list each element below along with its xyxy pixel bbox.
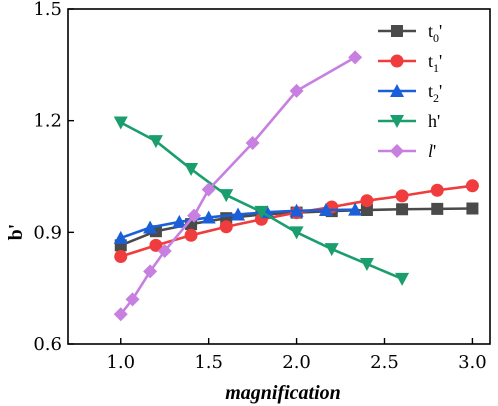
data-point: [289, 203, 304, 217]
legend: t0' t1' t2' h' l': [378, 21, 442, 161]
data-point: [360, 204, 373, 216]
legend-marker: [390, 84, 404, 97]
data-point: [231, 207, 246, 221]
legend-entry: t0': [378, 21, 442, 45]
data-point: [201, 210, 216, 224]
data-point: [143, 220, 158, 234]
legend-marker: [390, 115, 404, 128]
legend-marker: [390, 54, 404, 68]
data-point: [431, 202, 444, 215]
series-5: [113, 50, 363, 322]
plot-frame: [67, 8, 491, 345]
data-point: [219, 189, 234, 203]
data-point: [149, 238, 163, 252]
legend-label: h': [428, 111, 440, 131]
legend-label: t1': [428, 51, 442, 75]
series-line: [120, 184, 473, 258]
data-point: [254, 205, 269, 219]
data-point: [143, 264, 158, 279]
y-tick-label: 1.5: [33, 0, 62, 20]
data-point: [157, 243, 172, 258]
data-point: [289, 83, 304, 98]
data-point: [184, 163, 199, 177]
x-tick-label: 1.5: [194, 352, 223, 373]
series-4: [113, 116, 410, 286]
data-point: [359, 257, 374, 271]
data-point: [245, 136, 260, 150]
data-point: [219, 220, 233, 234]
axes-frame: [67, 8, 491, 345]
y-tick-label: 0.9: [33, 222, 62, 243]
data-point: [466, 202, 479, 215]
x-tick-label: 2.5: [370, 352, 399, 373]
data-point: [148, 135, 163, 149]
data-point: [289, 226, 304, 240]
legend-label: t0': [428, 21, 442, 45]
data-point: [430, 183, 444, 197]
y-tick-label: 1.2: [33, 111, 62, 132]
legend-marker: [390, 144, 404, 158]
series-layer: [113, 50, 479, 322]
legend-marker: [391, 25, 403, 37]
legend-entry: h': [378, 111, 440, 131]
data-point: [465, 179, 479, 193]
data-point: [318, 203, 333, 216]
data-point: [114, 250, 128, 264]
data-point: [113, 116, 128, 130]
x-tick-label: 1.0: [106, 352, 135, 373]
data-point: [348, 202, 363, 216]
series-3: [113, 202, 363, 244]
series-line: [119, 56, 356, 316]
legend-label: l': [428, 141, 436, 161]
legend-entry: l': [378, 141, 436, 161]
tick-labels: 1.0 1.5 2.0 2.5 3.0 0.6 0.9 1.2 1.5: [33, 0, 486, 373]
legend-entry: t2': [378, 81, 442, 105]
data-point: [360, 194, 374, 208]
x-tick-label: 3.0: [458, 352, 487, 373]
data-point: [324, 243, 339, 257]
data-point: [184, 228, 198, 242]
data-point: [395, 272, 410, 286]
data-point: [395, 189, 409, 203]
data-point: [113, 307, 128, 322]
x-axis-title: magnification: [225, 382, 341, 404]
data-point: [125, 292, 140, 307]
data-point: [113, 230, 128, 244]
data-point: [260, 205, 275, 219]
x-tick-label: 2.0: [282, 352, 311, 373]
legend-label: t2': [428, 81, 442, 105]
legend-entry: t1': [378, 51, 442, 75]
data-point: [201, 182, 216, 197]
data-point: [396, 203, 409, 216]
data-point: [187, 208, 202, 223]
y-tick-label: 0.6: [33, 334, 62, 355]
y-axis-title: b': [5, 224, 27, 241]
data-point: [348, 50, 363, 65]
data-point: [172, 214, 187, 228]
